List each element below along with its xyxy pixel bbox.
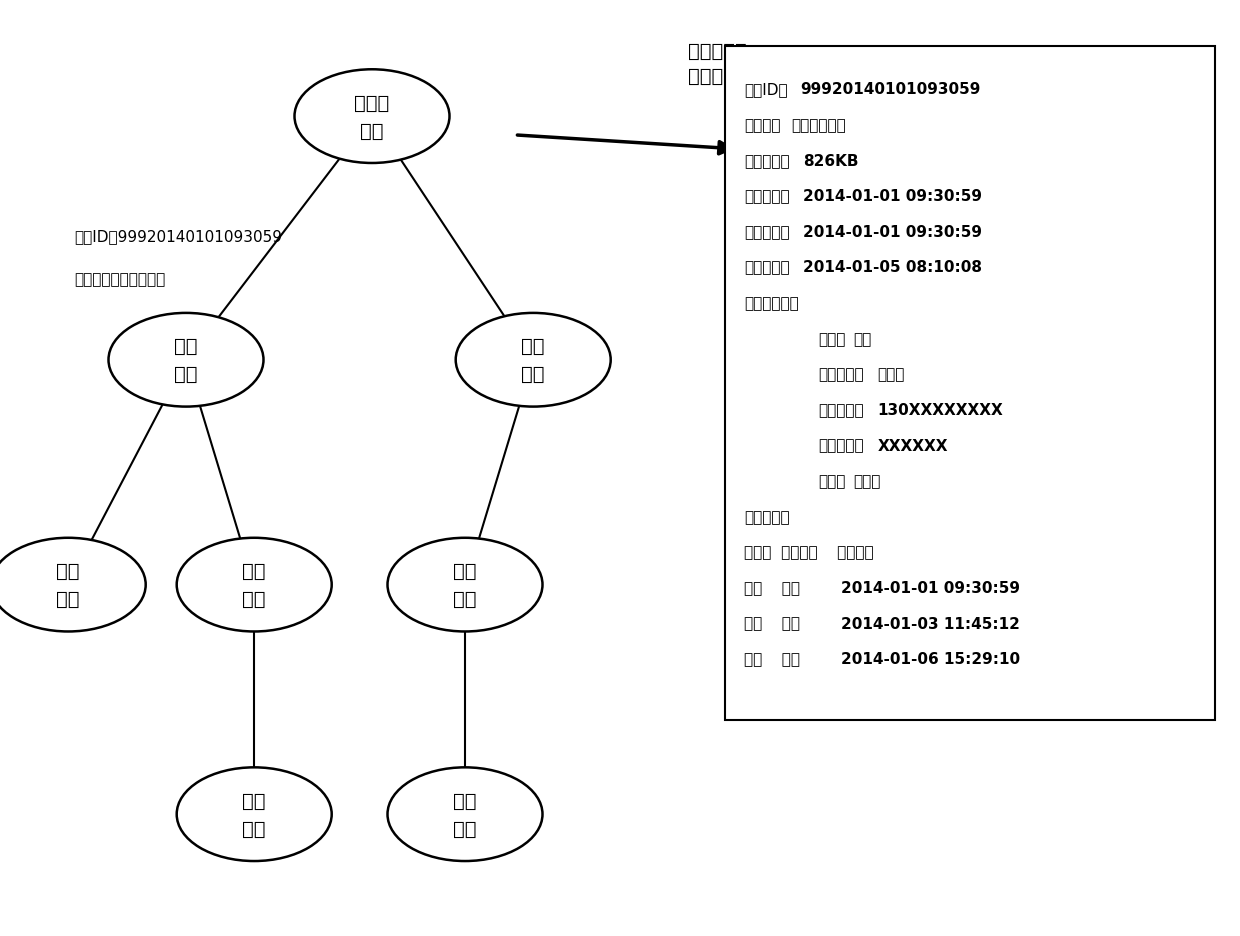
Text: 文件ID：99920140101093059: 文件ID：99920140101093059 <box>74 229 283 244</box>
Text: 人事处: 人事处 <box>877 367 905 382</box>
Text: 99920140101093059: 99920140101093059 <box>800 82 981 97</box>
Text: 文件名：安全生产指南: 文件名：安全生产指南 <box>74 271 166 286</box>
Text: 人事处
赵生: 人事处 赵生 <box>355 94 389 140</box>
Text: 2014-01-01 09:30:59: 2014-01-01 09:30:59 <box>802 189 982 204</box>
Text: 操作者  操作类型    操作时间: 操作者 操作类型 操作时间 <box>744 545 874 560</box>
Bar <box>725 47 1215 721</box>
Text: 三室
吴辉: 三室 吴辉 <box>454 562 476 608</box>
Text: 人员编号：: 人员编号： <box>818 438 864 453</box>
Text: 2014-01-01 09:30:59: 2014-01-01 09:30:59 <box>802 225 982 240</box>
Text: 2014-01-01 09:30:59: 2014-01-01 09:30:59 <box>842 580 1021 595</box>
Text: 赵生    打印: 赵生 打印 <box>744 616 820 631</box>
Text: 联系电话：: 联系电话： <box>818 402 864 417</box>
Text: 密级：: 密级： <box>818 474 846 489</box>
Text: 操作记录：: 操作记录： <box>744 509 790 524</box>
Text: 赵生    发送: 赵生 发送 <box>744 651 820 666</box>
Text: 三室
吴辉: 三室 吴辉 <box>243 562 265 608</box>
Text: 赵生: 赵生 <box>853 331 872 346</box>
Ellipse shape <box>387 768 543 861</box>
Text: 单击节点出
现节点信息: 单击节点出 现节点信息 <box>688 42 746 86</box>
Text: 所在部门：: 所在部门： <box>818 367 864 382</box>
Text: 文件ID：: 文件ID： <box>744 82 787 97</box>
Text: 姓名：: 姓名： <box>818 331 846 346</box>
Text: 访问时间：: 访问时间： <box>744 260 790 275</box>
Text: 一室
周程: 一室 周程 <box>57 562 79 608</box>
Text: 2014-01-03 11:45:12: 2014-01-03 11:45:12 <box>842 616 1021 631</box>
Text: 2014-01-06 15:29:10: 2014-01-06 15:29:10 <box>842 651 1021 666</box>
Text: 一室
李南: 一室 李南 <box>454 791 476 838</box>
Ellipse shape <box>176 768 332 861</box>
Text: 文件大小：: 文件大小： <box>744 154 790 168</box>
Ellipse shape <box>295 70 449 164</box>
Ellipse shape <box>456 314 611 407</box>
Text: 安全生产指南: 安全生产指南 <box>791 118 846 133</box>
Text: 修改时间：: 修改时间： <box>744 225 790 240</box>
Text: 赵生    创建: 赵生 创建 <box>744 580 820 595</box>
Text: 2014-01-05 08:10:08: 2014-01-05 08:10:08 <box>802 260 982 275</box>
Ellipse shape <box>109 314 263 407</box>
Ellipse shape <box>176 538 332 632</box>
Text: 文件名：: 文件名： <box>744 118 780 133</box>
Text: 一室
李南: 一室 李南 <box>243 791 265 838</box>
Ellipse shape <box>0 538 146 632</box>
Text: XXXXXX: XXXXXX <box>877 438 947 453</box>
Ellipse shape <box>387 538 543 632</box>
Text: 二室
孙雯: 二室 孙雯 <box>522 337 544 384</box>
Text: 秘密级: 秘密级 <box>853 474 882 489</box>
Text: 创建者信息：: 创建者信息： <box>744 296 799 311</box>
Text: 826KB: 826KB <box>802 154 858 168</box>
Text: 创建时间：: 创建时间： <box>744 189 790 204</box>
Text: 一室
李南: 一室 李南 <box>175 337 197 384</box>
Text: 130XXXXXXXX: 130XXXXXXXX <box>877 402 1003 417</box>
